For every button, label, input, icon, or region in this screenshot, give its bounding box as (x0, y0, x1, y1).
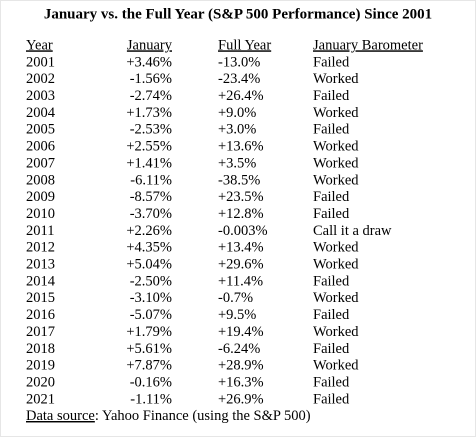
table-cell: 2018 (26, 341, 55, 357)
table-cell: +9.5% (218, 307, 256, 323)
table-cell: +1.41% (126, 155, 172, 171)
table-cell: 2002 (26, 71, 55, 87)
table-cell: 2016 (26, 307, 55, 323)
table: Year January Full Year January Barometer 200… (26, 37, 423, 407)
table-cell: 2014 (26, 273, 56, 289)
table-cell: Worked (313, 155, 359, 171)
table-cell: +26.4% (218, 88, 264, 104)
table-cell: -23.4% (218, 71, 260, 87)
table-cell: +13.6% (218, 139, 264, 155)
table-cell: Failed (313, 88, 350, 104)
table-cell: 2021 (26, 391, 55, 407)
table-cell: 2012 (26, 240, 55, 256)
table-cell: Worked (313, 139, 359, 155)
table-cell: Failed (313, 341, 350, 357)
table-cell: Failed (313, 273, 350, 289)
table-cell: Failed (313, 307, 350, 323)
table-cell: -2.53% (130, 122, 172, 138)
table-cell: 2011 (26, 223, 54, 239)
source: Data source: Yahoo Finance (using the S&… (26, 408, 311, 424)
table-cell: +9.0% (218, 105, 256, 121)
table-cell: Failed (313, 122, 350, 138)
table-cell: 2005 (26, 122, 55, 138)
table-cell: Failed (313, 54, 350, 70)
table-cell: +28.9% (218, 358, 264, 374)
table-cell: +1.79% (126, 324, 172, 340)
column-header: January Barometer (313, 37, 423, 53)
table-cell: +12.8% (218, 206, 264, 222)
table-cell: Worked (313, 358, 359, 374)
column-header: Year (26, 37, 53, 53)
table-cell: 2003 (26, 88, 55, 104)
table-cell: +2.26% (126, 223, 172, 239)
table-cell: -1.11% (130, 391, 172, 407)
table-cell: -8.57% (130, 189, 172, 205)
table-cell: +13.4% (218, 240, 264, 256)
source-text: : Yahoo Finance (using the S&P 500) (95, 408, 311, 424)
table-cell: +7.87% (126, 358, 172, 374)
table-cell: +23.5% (218, 189, 264, 205)
title: January vs. the Full Year (S&P 500 Perfo… (44, 6, 432, 22)
table-cell: Failed (313, 189, 350, 205)
table-cell: -0.16% (130, 374, 172, 390)
table-cell: +2.55% (126, 139, 172, 155)
table-cell: 2006 (26, 139, 55, 155)
source-label: Data source (26, 408, 95, 424)
table-cell: +26.9% (218, 391, 264, 407)
table-cell: +4.35% (126, 240, 172, 256)
table-cell: -2.74% (130, 88, 172, 104)
table-cell: -38.5% (218, 172, 260, 188)
table-cell: -3.70% (130, 206, 172, 222)
table-cell: 2015 (26, 290, 55, 306)
table-cell: -2.50% (130, 273, 172, 289)
table-cell: 2017 (26, 324, 55, 340)
table-cell: +19.4% (218, 324, 264, 340)
table-cell: Call it a draw (313, 223, 392, 239)
table-cell: +3.5% (218, 155, 256, 171)
table-cell: Worked (313, 257, 359, 273)
table-cell: 2013 (26, 257, 55, 273)
table-cell: +5.04% (126, 257, 172, 273)
table-cell: -6.24% (218, 341, 260, 357)
table-cell: +29.6% (218, 257, 264, 273)
table-cell: Failed (313, 374, 350, 390)
column-header: January (127, 37, 173, 53)
table-cell: +3.46% (126, 54, 172, 70)
table-cell: -13.0% (218, 54, 260, 70)
table-cell: Worked (313, 290, 359, 306)
table-cell: Worked (313, 71, 359, 87)
table-cell: -6.11% (130, 172, 172, 188)
table-cell: 2007 (26, 155, 55, 171)
table-cell: -1.56% (130, 71, 172, 87)
table-cell: 2008 (26, 172, 55, 188)
table-cell: Worked (313, 105, 359, 121)
table-cell: 2010 (26, 206, 55, 222)
table-cell: -5.07% (130, 307, 172, 323)
column-header: Full Year (218, 37, 271, 53)
table-cell: Worked (313, 172, 359, 188)
table-cell: Failed (313, 391, 350, 407)
table-cell: -0.003% (218, 223, 268, 239)
table-cell: 2019 (26, 358, 55, 374)
table-cell: Worked (313, 324, 359, 340)
table-cell: 2009 (26, 189, 55, 205)
table-cell: 2004 (26, 105, 56, 121)
table-cell: -3.10% (130, 290, 172, 306)
table-cell: 2001 (26, 54, 55, 70)
table-cell: 2020 (26, 374, 55, 390)
table-cell: Failed (313, 206, 350, 222)
table-cell: +11.4% (218, 273, 263, 289)
table-cell: +5.61% (126, 341, 172, 357)
table-cell: +16.3% (218, 374, 264, 390)
table-cell: Worked (313, 240, 359, 256)
table-cell: +1.73% (126, 105, 172, 121)
table-cell: +3.0% (218, 122, 256, 138)
table-cell: -0.7% (218, 290, 253, 306)
